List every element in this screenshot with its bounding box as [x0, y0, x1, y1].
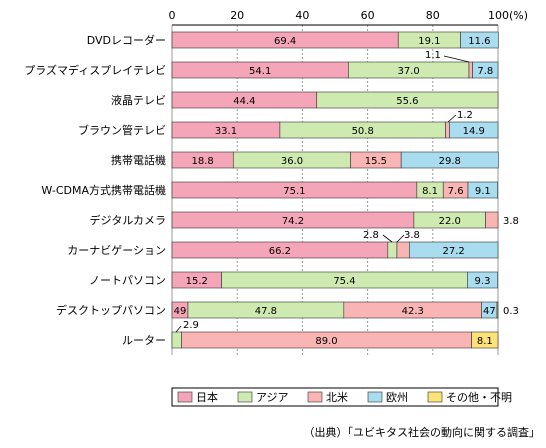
data-label: 36.0: [281, 156, 303, 167]
x-tick-label: 100(%): [488, 9, 528, 22]
callout-line: [447, 114, 457, 123]
data-label: 8.1: [477, 336, 493, 347]
callout-label: 1.2: [457, 110, 473, 121]
legend-swatch: [367, 391, 383, 403]
bar-segment: [171, 331, 182, 349]
data-label: 47: [483, 306, 496, 317]
category-label: ノートパソコン: [89, 274, 166, 287]
data-label: 74.2: [282, 216, 304, 227]
data-label: 15.5: [365, 156, 387, 167]
data-label: 15.2: [186, 276, 208, 287]
category-label: 液晶テレビ: [111, 93, 166, 107]
data-label: 75.1: [283, 186, 305, 197]
category-label: W-CDMA方式携帯電話機: [41, 183, 166, 197]
data-label: 29.8: [439, 156, 461, 167]
legend-label: アジア: [256, 391, 289, 404]
bar-segment: [387, 241, 398, 259]
callout-line: [396, 234, 405, 243]
data-label: 11.6: [468, 36, 490, 47]
bar-segment: [468, 61, 473, 79]
data-label: 8.1: [422, 186, 438, 197]
legend-label: その他・不明: [446, 391, 512, 404]
data-label: 9.3: [475, 276, 491, 287]
legend-swatch: [177, 391, 193, 403]
legend-swatch: [427, 391, 443, 403]
data-label: 75.4: [333, 276, 355, 287]
legend-swatch: [237, 391, 253, 403]
bar-segment: [485, 211, 499, 229]
bar-segment: [472, 61, 499, 79]
category-label: ルーター: [122, 334, 166, 347]
data-label: 66.2: [269, 246, 291, 257]
data-label: 44.4: [233, 96, 255, 107]
callout-label: 3.8: [503, 216, 519, 227]
callout-label: 0.3: [503, 306, 519, 317]
bar-segment: [396, 241, 410, 259]
callout-line: [382, 234, 393, 243]
callout-label: 2.8: [363, 230, 379, 241]
category-label: デスクトップパソコン: [56, 303, 166, 317]
x-tick-label: 40: [295, 9, 309, 22]
bar-segment: [460, 31, 499, 49]
data-label: 14.9: [463, 126, 485, 137]
callout-line: [443, 55, 470, 63]
bar-segment: [400, 151, 499, 169]
bar-segment: [471, 331, 499, 349]
legend-label: 欧州: [386, 391, 408, 404]
category-label: ブラウン管テレビ: [78, 123, 166, 137]
category-label: プラズマディスプレイテレビ: [24, 63, 166, 77]
data-label: 7.8: [477, 66, 493, 77]
bar-segment: [445, 121, 450, 139]
data-label: 33.1: [215, 126, 237, 137]
data-label: 69.4: [274, 36, 296, 47]
data-label: 42.3: [402, 306, 424, 317]
category-label: カーナビゲーション: [67, 244, 166, 257]
data-label: 27.2: [443, 246, 465, 257]
callout-label: 2.9: [183, 320, 199, 331]
data-label: 49: [174, 306, 187, 317]
x-tick-label: 80: [426, 9, 440, 22]
data-label: 9.1: [475, 186, 491, 197]
data-label: 37.0: [398, 66, 420, 77]
data-label: 55.6: [396, 96, 418, 107]
callout-line: [175, 325, 182, 333]
bar-segment: [316, 91, 499, 109]
source-note: （出典）「ユビキタス社会の動向に関する調査」: [304, 425, 541, 439]
data-label: 47.8: [255, 306, 277, 317]
bar-segment: [467, 181, 498, 199]
legend-label: 日本: [196, 390, 218, 404]
bar-segment: [409, 241, 499, 259]
bar-segment: [496, 301, 499, 319]
bar-segment: [467, 271, 498, 289]
category-label: DVDレコーダー: [87, 33, 166, 47]
x-tick-label: 60: [361, 9, 375, 22]
x-tick-label: 20: [230, 9, 244, 22]
data-label: 18.8: [192, 156, 214, 167]
x-tick-label: 0: [169, 9, 176, 22]
bar-segment: [449, 121, 499, 139]
callout-label: 1.1: [425, 50, 441, 61]
data-label: 89.0: [315, 336, 337, 347]
category-label: 携帯電話機: [111, 153, 166, 167]
callout-label: 3.8: [404, 230, 420, 241]
legend-box: [171, 387, 499, 407]
data-label: 19.1: [418, 36, 440, 47]
data-label: 7.6: [448, 186, 464, 197]
legend-swatch: [307, 391, 323, 403]
data-label: 50.8: [352, 126, 374, 137]
data-label: 54.1: [249, 66, 271, 77]
category-label: デジタルカメラ: [90, 213, 166, 227]
legend-label: 北米: [326, 391, 348, 404]
data-label: 22.0: [439, 216, 461, 227]
